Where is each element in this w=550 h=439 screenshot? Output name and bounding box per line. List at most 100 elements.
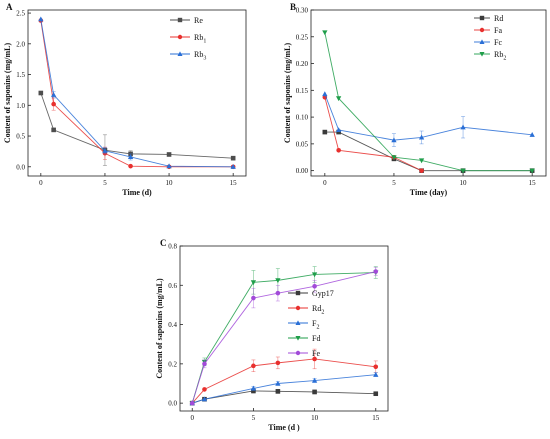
x-tick-label: 15: [372, 414, 380, 422]
y-tick-label: 0.25: [296, 33, 309, 41]
legend-subscript: 2: [503, 56, 506, 62]
legend-label: Rd2: [312, 304, 324, 316]
x-tick-label: 0: [190, 414, 194, 422]
series-line: [324, 32, 533, 172]
series-rd2: [189, 348, 379, 406]
chart-panel-a: A 0 5 10 15 0.0 0.5 1.0 1.5 2.0 2.5 Time (d) Content…: [3, 2, 247, 197]
data-point: [189, 400, 195, 406]
y-tick-label: 0.4: [168, 321, 177, 329]
data-point: [202, 361, 207, 367]
data-point: [230, 164, 236, 169]
data-point: [336, 129, 341, 135]
y-tick-label: 0.20: [296, 60, 309, 68]
y-tick-label: 0.8: [168, 243, 177, 251]
x-tick-label: 5: [103, 179, 107, 187]
data-point: [51, 127, 56, 133]
data-point: [391, 137, 397, 143]
data-point: [275, 290, 281, 296]
data-point: [529, 132, 535, 137]
y-tick-label: 0.0: [16, 163, 25, 171]
data-point: [373, 371, 379, 377]
data-point: [419, 168, 424, 173]
plot-frame: [179, 245, 389, 412]
legend-label: Fa: [494, 26, 502, 35]
data-point: [336, 147, 341, 153]
panel-label: B: [290, 2, 296, 12]
series-line: [192, 374, 376, 404]
legend-label: Rb3: [194, 50, 206, 62]
legend: Gyp17 Rd2 F2 Fd Fe: [288, 289, 334, 358]
legend-label: Rd: [494, 14, 503, 23]
legend-label: Fd: [312, 334, 320, 343]
legend-marker: [479, 15, 485, 21]
data-point: [250, 385, 257, 391]
legend-label: Fe: [312, 349, 320, 358]
data-point: [275, 360, 281, 366]
legend-label: Gyp17: [312, 289, 334, 298]
data-point: [529, 168, 535, 174]
x-tick-label: 0: [39, 179, 43, 187]
series-line: [191, 271, 376, 404]
legend-marker: [479, 39, 485, 44]
x-tick-label: 10: [460, 179, 468, 187]
data-point: [460, 124, 466, 130]
data-point: [38, 90, 44, 96]
data-point: [51, 92, 57, 97]
x-axis-label: Time (d): [122, 188, 152, 197]
data-point: [311, 377, 318, 383]
series-line: [192, 390, 376, 404]
legend-marker: [177, 17, 183, 23]
data-point: [38, 16, 44, 22]
data-point: [275, 389, 281, 394]
data-point: [166, 163, 172, 169]
legend-label: Fc: [494, 38, 502, 47]
y-tick-label: 0.15: [296, 87, 309, 95]
legend-label: Rb2: [494, 50, 506, 62]
series-rd: [322, 129, 535, 173]
panel-label: C: [160, 238, 167, 248]
legend-label: F2: [312, 319, 319, 331]
data-point: [373, 391, 379, 397]
x-tick-label: 0: [323, 179, 327, 187]
legend: Re Rb1 Rb3: [170, 16, 206, 62]
data-point: [391, 155, 397, 161]
data-point: [166, 152, 172, 157]
plot-frame: [310, 9, 547, 177]
series-re: [38, 90, 236, 166]
data-point: [322, 91, 328, 97]
x-tick-label: 10: [166, 179, 174, 187]
legend-marker: [177, 34, 183, 40]
series-rb3: [38, 16, 236, 169]
data-point: [312, 389, 317, 395]
legend-subscript: 1: [203, 39, 206, 45]
y-tick-label: 0.05: [296, 140, 309, 148]
data-point: [251, 363, 256, 369]
y-axis-label: Content of saponins (mg/mL): [155, 278, 164, 379]
x-tick-label: 15: [529, 179, 537, 187]
series-fc: [322, 91, 535, 147]
y-tick-label: 0.30: [296, 7, 309, 15]
legend-label: Re: [194, 16, 203, 25]
data-point: [275, 380, 281, 386]
series-rb2: [322, 30, 535, 174]
data-point: [127, 154, 134, 160]
series-fe: [189, 267, 379, 406]
data-point: [250, 280, 257, 286]
data-point: [322, 30, 328, 36]
series-line: [40, 20, 234, 168]
data-point: [230, 155, 236, 161]
y-tick-label: 0.00: [296, 167, 309, 175]
y-axis-label: Content of saponins (mg/mL): [3, 43, 12, 144]
series-line: [40, 92, 234, 159]
y-tick-label: 1.5: [16, 71, 25, 79]
y-tick-label: 0.10: [296, 114, 309, 122]
series-f2: [189, 371, 379, 406]
data-point: [336, 127, 342, 133]
legend-marker: [177, 51, 183, 56]
series-fd: [189, 266, 379, 406]
legend: Rd Fa Fc Rb2: [474, 14, 506, 62]
data-point: [322, 129, 328, 135]
y-tick-label: 0.2: [168, 360, 177, 368]
data-point: [128, 163, 133, 169]
chart-panel-b: B 0 5 10 15 0.00 0.05 0.10 0.15 0.20 0.25 0.30 Time …: [283, 2, 547, 197]
